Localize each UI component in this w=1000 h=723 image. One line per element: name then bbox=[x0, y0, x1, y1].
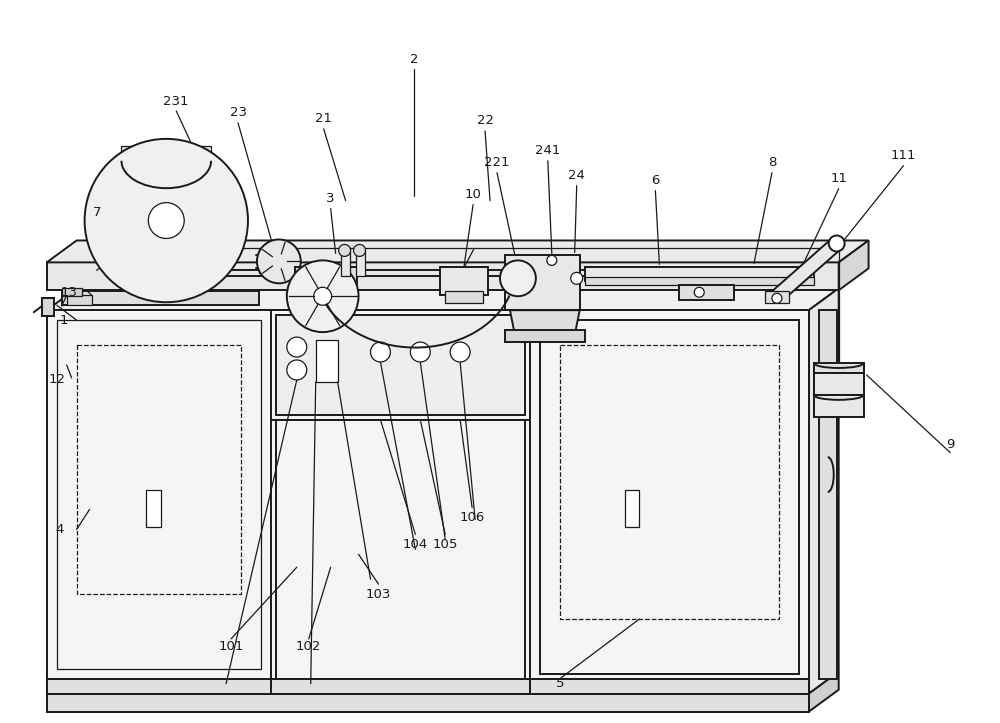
Text: 10: 10 bbox=[465, 188, 482, 201]
Polygon shape bbox=[62, 291, 259, 305]
Bar bbox=[341, 250, 350, 276]
Circle shape bbox=[829, 236, 845, 252]
Text: 3: 3 bbox=[326, 192, 335, 205]
Bar bbox=[560, 345, 779, 619]
Bar bbox=[819, 310, 837, 679]
Bar bbox=[814, 373, 864, 395]
Bar bbox=[765, 291, 789, 303]
Text: 4: 4 bbox=[56, 523, 64, 536]
Text: 111: 111 bbox=[891, 149, 916, 162]
Bar bbox=[814, 363, 864, 373]
Circle shape bbox=[354, 244, 366, 257]
Bar bbox=[356, 250, 365, 276]
Text: 9: 9 bbox=[946, 438, 954, 451]
Polygon shape bbox=[809, 288, 839, 694]
Text: 7: 7 bbox=[93, 206, 102, 219]
Bar bbox=[146, 489, 161, 527]
Bar bbox=[814, 395, 864, 416]
Text: 241: 241 bbox=[535, 145, 561, 158]
Bar bbox=[505, 255, 580, 310]
Bar bbox=[42, 299, 54, 316]
Bar bbox=[505, 330, 585, 342]
Bar bbox=[585, 278, 814, 286]
Text: 2: 2 bbox=[410, 53, 419, 66]
Bar bbox=[271, 679, 530, 694]
Bar bbox=[540, 320, 799, 674]
Bar bbox=[530, 679, 809, 694]
Bar bbox=[67, 295, 92, 305]
Text: 11: 11 bbox=[830, 172, 847, 185]
Circle shape bbox=[694, 287, 704, 297]
Text: 22: 22 bbox=[477, 114, 494, 127]
Text: 8: 8 bbox=[768, 156, 776, 169]
Bar bbox=[47, 679, 271, 694]
Polygon shape bbox=[47, 288, 839, 310]
Bar bbox=[276, 420, 525, 679]
Text: 105: 105 bbox=[433, 538, 458, 551]
Bar bbox=[276, 315, 525, 415]
Bar bbox=[57, 320, 261, 669]
Bar bbox=[440, 268, 488, 295]
Text: 12: 12 bbox=[48, 373, 65, 386]
Text: 103: 103 bbox=[366, 588, 391, 601]
Text: 231: 231 bbox=[163, 95, 189, 108]
Bar bbox=[625, 489, 639, 527]
Text: 106: 106 bbox=[459, 511, 485, 524]
Circle shape bbox=[287, 337, 307, 357]
Circle shape bbox=[547, 255, 557, 265]
Text: 5: 5 bbox=[556, 677, 564, 690]
Text: 23: 23 bbox=[230, 106, 247, 119]
Bar bbox=[259, 249, 297, 273]
Bar bbox=[77, 345, 241, 594]
Text: 24: 24 bbox=[568, 169, 585, 182]
Polygon shape bbox=[47, 241, 869, 262]
Bar bbox=[62, 288, 82, 296]
Text: 1: 1 bbox=[59, 314, 68, 327]
Bar bbox=[679, 286, 734, 300]
Text: 101: 101 bbox=[218, 641, 244, 654]
Text: 13: 13 bbox=[60, 286, 77, 299]
Circle shape bbox=[450, 342, 470, 362]
Polygon shape bbox=[839, 241, 869, 290]
Circle shape bbox=[772, 294, 782, 303]
Circle shape bbox=[410, 342, 430, 362]
Bar bbox=[47, 262, 839, 290]
Circle shape bbox=[339, 244, 351, 257]
Text: 102: 102 bbox=[296, 641, 321, 654]
Bar bbox=[47, 310, 809, 694]
Text: 104: 104 bbox=[403, 538, 428, 551]
Polygon shape bbox=[47, 672, 839, 694]
Text: 221: 221 bbox=[484, 156, 510, 169]
Bar bbox=[585, 268, 814, 281]
Polygon shape bbox=[772, 239, 841, 301]
Circle shape bbox=[370, 342, 390, 362]
Bar bbox=[121, 146, 211, 181]
Polygon shape bbox=[510, 310, 580, 335]
Bar bbox=[445, 291, 483, 303]
Circle shape bbox=[571, 273, 583, 284]
Polygon shape bbox=[809, 672, 839, 711]
Circle shape bbox=[85, 139, 248, 302]
Bar bbox=[316, 340, 338, 382]
Circle shape bbox=[287, 360, 307, 380]
Bar bbox=[295, 268, 357, 295]
Text: 21: 21 bbox=[315, 113, 332, 125]
Circle shape bbox=[148, 202, 184, 239]
Text: 6: 6 bbox=[651, 174, 660, 187]
Circle shape bbox=[500, 260, 536, 296]
Bar bbox=[47, 694, 809, 711]
Circle shape bbox=[314, 287, 332, 305]
Circle shape bbox=[257, 239, 301, 283]
Circle shape bbox=[287, 260, 359, 332]
